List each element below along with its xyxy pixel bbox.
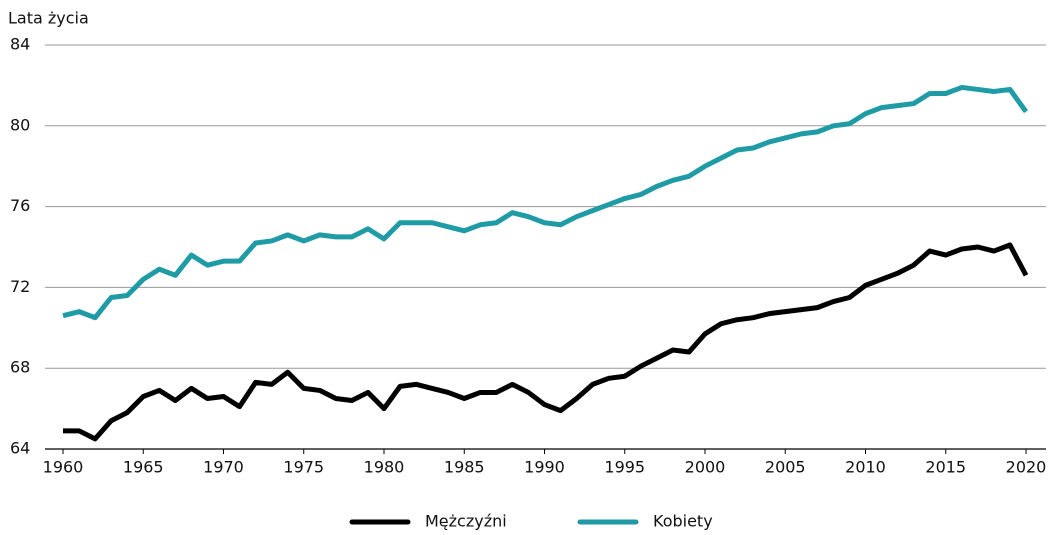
y-tick-label: 84 [10,35,30,54]
x-tick-label: 2020 [1006,458,1047,477]
y-tick-label: 72 [10,277,30,296]
x-tick-label: 1965 [123,458,164,477]
line-series [63,242,1029,442]
x-tick-label: 1980 [364,458,405,477]
x-tick-label: 2010 [845,458,886,477]
y-axis-label: Lata życia [8,9,89,28]
x-tick-label: 1970 [203,458,244,477]
y-tick-label: 68 [10,358,30,377]
x-tick-label: 1990 [524,458,565,477]
y-tick-label: 76 [10,196,30,215]
y-tick-label: 64 [10,439,30,458]
x-tick-label: 1960 [43,458,84,477]
x-tick-label: 1995 [604,458,645,477]
x-tick-label: 2000 [685,458,726,477]
x-tick-label: 2005 [765,458,806,477]
x-tick-label: 1985 [444,458,485,477]
x-tick-label: 1975 [283,458,324,477]
legend-label: Mężczyźni [425,512,507,531]
y-tick-label: 80 [10,115,30,134]
x-tick-label: 2015 [925,458,966,477]
legend-label: Kobiety [653,512,713,531]
line-series [62,84,1029,321]
